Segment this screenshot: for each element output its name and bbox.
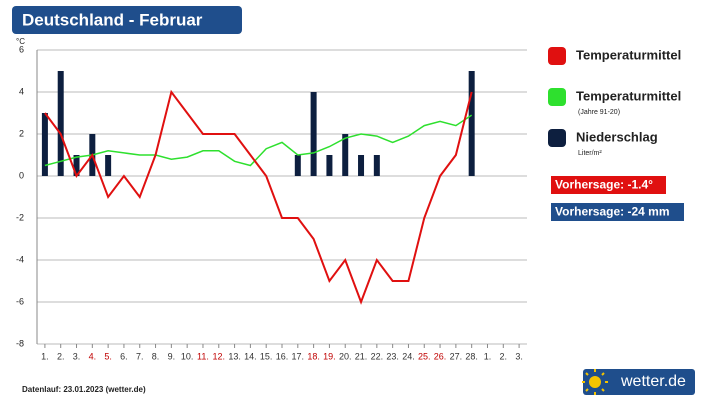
forecast-label: Vorhersage: -1.4° xyxy=(555,178,653,192)
x-tick-label: 2. xyxy=(500,351,508,361)
x-tick-label: 8. xyxy=(152,351,160,361)
forecast-label: Vorhersage: -24 mm xyxy=(555,205,670,219)
x-tick-label: 17. xyxy=(292,351,305,361)
x-tick-label: 1. xyxy=(41,351,49,361)
x-tick-label: 26. xyxy=(434,351,447,361)
bar xyxy=(373,155,380,176)
x-tick-label: 14. xyxy=(244,351,257,361)
x-tick-label: 10. xyxy=(181,351,194,361)
x-tick-label: 23. xyxy=(386,351,399,361)
bar xyxy=(294,155,301,176)
line xyxy=(44,89,473,305)
chart-title: Deutschland - Februar xyxy=(22,10,203,29)
legend-label: Niederschlag xyxy=(576,129,658,144)
x-tick-label: 16. xyxy=(276,351,289,361)
y-tick-label: 4 xyxy=(19,86,24,96)
x-tick-label: 2. xyxy=(57,351,65,361)
x-tick-label: 15. xyxy=(260,351,273,361)
x-tick-label: 28. xyxy=(465,351,478,361)
x-tick-label: 19. xyxy=(323,351,336,361)
bar xyxy=(468,71,475,176)
y-tick-label: -8 xyxy=(16,338,24,348)
x-tick-label: 22. xyxy=(371,351,384,361)
bar xyxy=(57,71,64,176)
y-tick-label: -6 xyxy=(16,296,24,306)
x-tick-label: 9. xyxy=(168,351,176,361)
bar xyxy=(358,155,365,176)
forecast-box xyxy=(551,203,684,221)
x-tick-label: 4. xyxy=(89,351,97,361)
legend-swatch xyxy=(548,129,566,147)
legend-note: (Jahre 91-20) xyxy=(578,109,620,116)
x-tick-label: 27. xyxy=(450,351,463,361)
y-tick-label: 0 xyxy=(19,170,24,180)
legend-swatch xyxy=(548,88,566,106)
x-tick-label: 3. xyxy=(73,351,81,361)
forecast-box xyxy=(551,176,666,194)
x-tick-label: 5. xyxy=(104,351,112,361)
legend-label: Temperaturmittel xyxy=(576,88,681,103)
bar xyxy=(73,155,80,176)
x-tick-label: 21. xyxy=(355,351,368,361)
y-unit: °C xyxy=(16,37,25,46)
legend-swatch xyxy=(548,47,566,65)
y-tick-label: -4 xyxy=(16,254,24,264)
x-tick-label: 7. xyxy=(136,351,144,361)
y-tick-label: -2 xyxy=(16,212,24,222)
line xyxy=(44,114,473,167)
y-tick-label: 6 xyxy=(19,44,24,54)
x-tick-label: 12. xyxy=(213,351,226,361)
bar xyxy=(105,155,112,176)
x-tick-label: 6. xyxy=(120,351,128,361)
x-tick-label: 25. xyxy=(418,351,431,361)
logo-text: wetter.de xyxy=(620,373,686,390)
legend-label: Temperaturmittel xyxy=(576,47,681,62)
x-tick-label: 13. xyxy=(228,351,241,361)
y-tick-label: 2 xyxy=(19,128,24,138)
bar xyxy=(310,92,317,176)
x-tick-label: 20. xyxy=(339,351,352,361)
bar xyxy=(41,113,48,176)
bar xyxy=(342,134,349,176)
sun-icon xyxy=(582,369,608,395)
title-box xyxy=(12,6,242,34)
x-tick-label: 18. xyxy=(307,351,320,361)
x-tick-label: 3. xyxy=(515,351,523,361)
bar xyxy=(326,155,333,176)
logo-box xyxy=(583,369,695,395)
legend-note: Liter/m² xyxy=(578,150,602,157)
x-tick-label: 1. xyxy=(484,351,492,361)
footer: Datenlauf: 23.01.2023 (wetter.de) xyxy=(22,385,146,394)
x-tick-label: 24. xyxy=(402,351,415,361)
x-tick-label: 11. xyxy=(197,351,209,361)
